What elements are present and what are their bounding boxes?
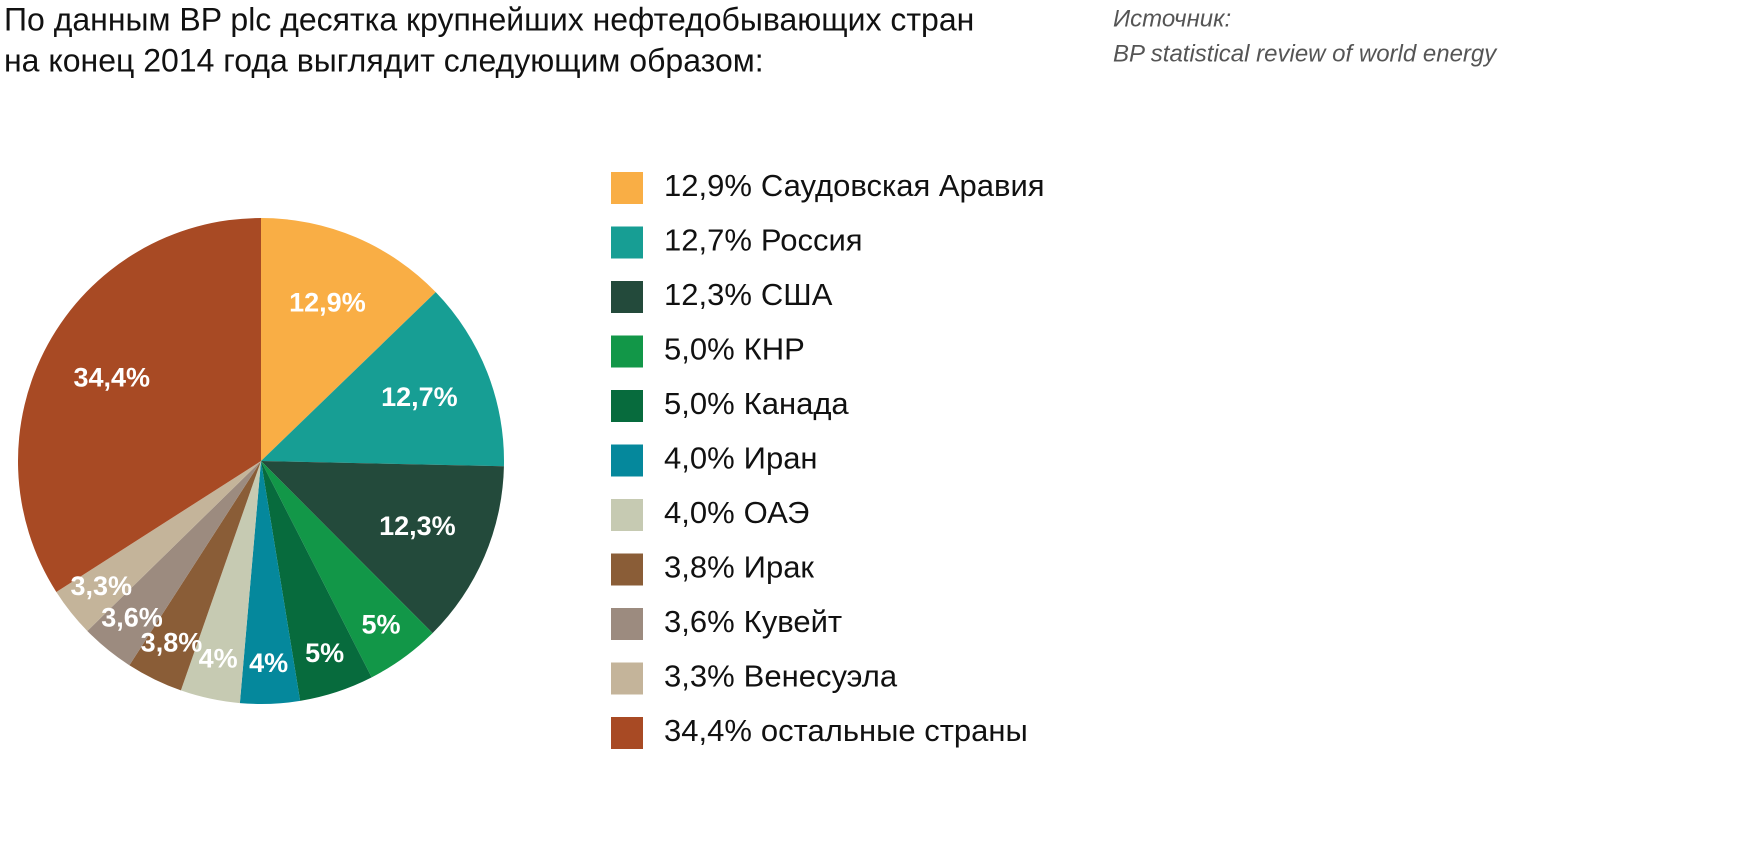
pie-slice xyxy=(56,461,261,631)
legend-label: Иран xyxy=(744,441,818,476)
slice-label: 12,9% xyxy=(289,288,366,318)
legend-entry: 34,4% остальные страны xyxy=(664,713,1028,748)
legend-label: Ирак xyxy=(744,550,815,585)
pie-slice xyxy=(239,461,301,704)
slice-label: 3,8% xyxy=(141,628,203,658)
pie-slice xyxy=(261,461,372,701)
legend-swatch xyxy=(611,608,643,640)
pie-slice xyxy=(261,292,505,467)
legend-label: КНР xyxy=(744,332,805,367)
legend-swatch xyxy=(611,499,643,531)
legend-value: 12,9% xyxy=(664,168,752,203)
legend-entry: 12,3% США xyxy=(664,277,833,312)
slice-label: 34,4% xyxy=(74,362,151,392)
legend-swatch xyxy=(611,335,643,368)
pie-slice xyxy=(129,461,261,691)
legend-entry: 4,0% ОАЭ xyxy=(664,495,809,530)
legend-value: 4,0% xyxy=(664,495,735,530)
legend-entry: 3,3% Венесуэла xyxy=(664,659,898,694)
legend-entry: 12,7% Россия xyxy=(664,223,863,258)
legend-value: 4,0% xyxy=(664,441,735,476)
legend-label: Канада xyxy=(744,386,850,421)
legend-value: 3,8% xyxy=(664,550,735,585)
legend-label: остальные страны xyxy=(761,713,1028,748)
legend-swatch xyxy=(611,281,643,313)
source-label: Источник: xyxy=(1113,5,1231,32)
legend-swatch xyxy=(611,226,643,259)
source: BP statistical review of world energy xyxy=(1113,40,1498,67)
legend-label: США xyxy=(761,277,833,312)
legend-swatch xyxy=(611,444,643,477)
slice-label: 5% xyxy=(305,638,344,668)
legend-value: 3,3% xyxy=(664,659,735,694)
legend-value: 12,3% xyxy=(664,277,752,312)
pie-slice xyxy=(261,461,504,634)
pie-slice xyxy=(180,461,261,704)
chart-title: на конец 2014 года выглядит следующим об… xyxy=(4,42,764,78)
legend-value: 34,4% xyxy=(664,713,752,748)
legend-value: 5,0% xyxy=(664,386,735,421)
slice-label: 12,7% xyxy=(381,382,458,412)
legend-value: 12,7% xyxy=(664,223,752,258)
legend-label: Кувейт xyxy=(744,604,842,639)
pie-slice xyxy=(87,461,261,666)
legend-label: ОАЭ xyxy=(744,495,810,530)
legend-swatch xyxy=(611,390,643,422)
legend-entry: 5,0% КНР xyxy=(664,332,805,367)
pie-slice xyxy=(261,218,436,461)
legend-swatch xyxy=(611,717,643,749)
slice-label: 12,3% xyxy=(379,511,456,541)
legend-swatch xyxy=(611,172,643,204)
legend-label: Россия xyxy=(761,223,863,258)
legend-value: 5,0% xyxy=(664,332,735,367)
legend-label: Саудовская Аравия xyxy=(761,168,1045,203)
pie-slice xyxy=(261,461,433,678)
slice-label: 3,3% xyxy=(70,571,132,601)
legend-entry: 5,0% Канада xyxy=(664,386,849,421)
legend-swatch xyxy=(611,553,643,586)
chart-title: По данным BP plc десятка крупнейших нефт… xyxy=(4,1,974,37)
slice-label: 4% xyxy=(199,644,238,674)
legend-value: 3,6% xyxy=(664,604,735,639)
legend-entry: 3,6% Кувейт xyxy=(664,604,842,639)
legend-label: Венесуэла xyxy=(744,659,898,694)
slice-label: 4% xyxy=(249,648,288,678)
pie-slice xyxy=(18,218,261,592)
legend-entry: 3,8% Ирак xyxy=(664,550,814,585)
slice-label: 5% xyxy=(361,609,400,639)
legend-swatch xyxy=(611,662,643,695)
legend-entry: 12,9% Саудовская Аравия xyxy=(664,168,1045,203)
legend-entry: 4,0% Иран xyxy=(664,441,818,476)
slice-label: 3,6% xyxy=(101,602,163,632)
